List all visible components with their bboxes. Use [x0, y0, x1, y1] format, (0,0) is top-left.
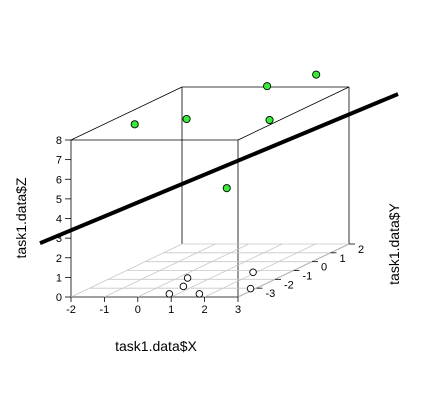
x-tick-label: 0: [135, 304, 141, 316]
data-point: [312, 70, 321, 79]
z-tick-label: 7: [56, 155, 62, 167]
y-tick-label: -1: [303, 271, 313, 283]
regression-line: [39, 92, 399, 246]
data-point: [222, 184, 231, 193]
box-edge: [70, 86, 183, 141]
data-point: [130, 120, 139, 129]
z-tick-label: 5: [56, 194, 62, 206]
z-tick-label: 3: [56, 233, 62, 245]
x-tick-label: -2: [66, 304, 76, 316]
floor-point: [249, 268, 257, 277]
regression-line-layer: [39, 92, 399, 246]
y-tick-label: -3: [266, 288, 276, 300]
y-tick-label: -2: [284, 279, 294, 291]
floor-point: [165, 290, 174, 298]
box-edge: [237, 86, 350, 141]
x-tick-label: -1: [100, 304, 110, 316]
floor-point: [195, 290, 204, 298]
z-tick-label: 6: [56, 174, 62, 186]
x-tick-label: 3: [235, 304, 241, 316]
floor-point: [183, 274, 192, 282]
y-axis-label: task1.data$Y: [386, 202, 402, 284]
z-axis-label: task1.data$Z: [13, 177, 29, 258]
x-axis-label: task1.data$X: [115, 338, 197, 354]
box-frame: [70, 86, 350, 298]
z-tick-label: 1: [56, 272, 62, 284]
data-point: [263, 82, 272, 91]
y-tick-label: 0: [321, 262, 327, 274]
y-tick-label: 1: [340, 253, 346, 265]
z-tick-label: 0: [56, 292, 62, 304]
x-tick-label: 1: [168, 304, 174, 316]
data-point: [182, 114, 191, 124]
z-tick-label: 4: [56, 214, 62, 226]
z-tick-label: 8: [56, 135, 62, 147]
x-tick-label: 2: [202, 304, 208, 316]
floor-point: [246, 284, 255, 293]
y-tick-label: 2: [358, 244, 364, 256]
data-point: [265, 115, 274, 125]
z-tick-label: 2: [56, 253, 62, 265]
data-points-layer: [130, 70, 321, 193]
floor-point: [179, 282, 188, 291]
floor-points-layer: [165, 268, 257, 298]
